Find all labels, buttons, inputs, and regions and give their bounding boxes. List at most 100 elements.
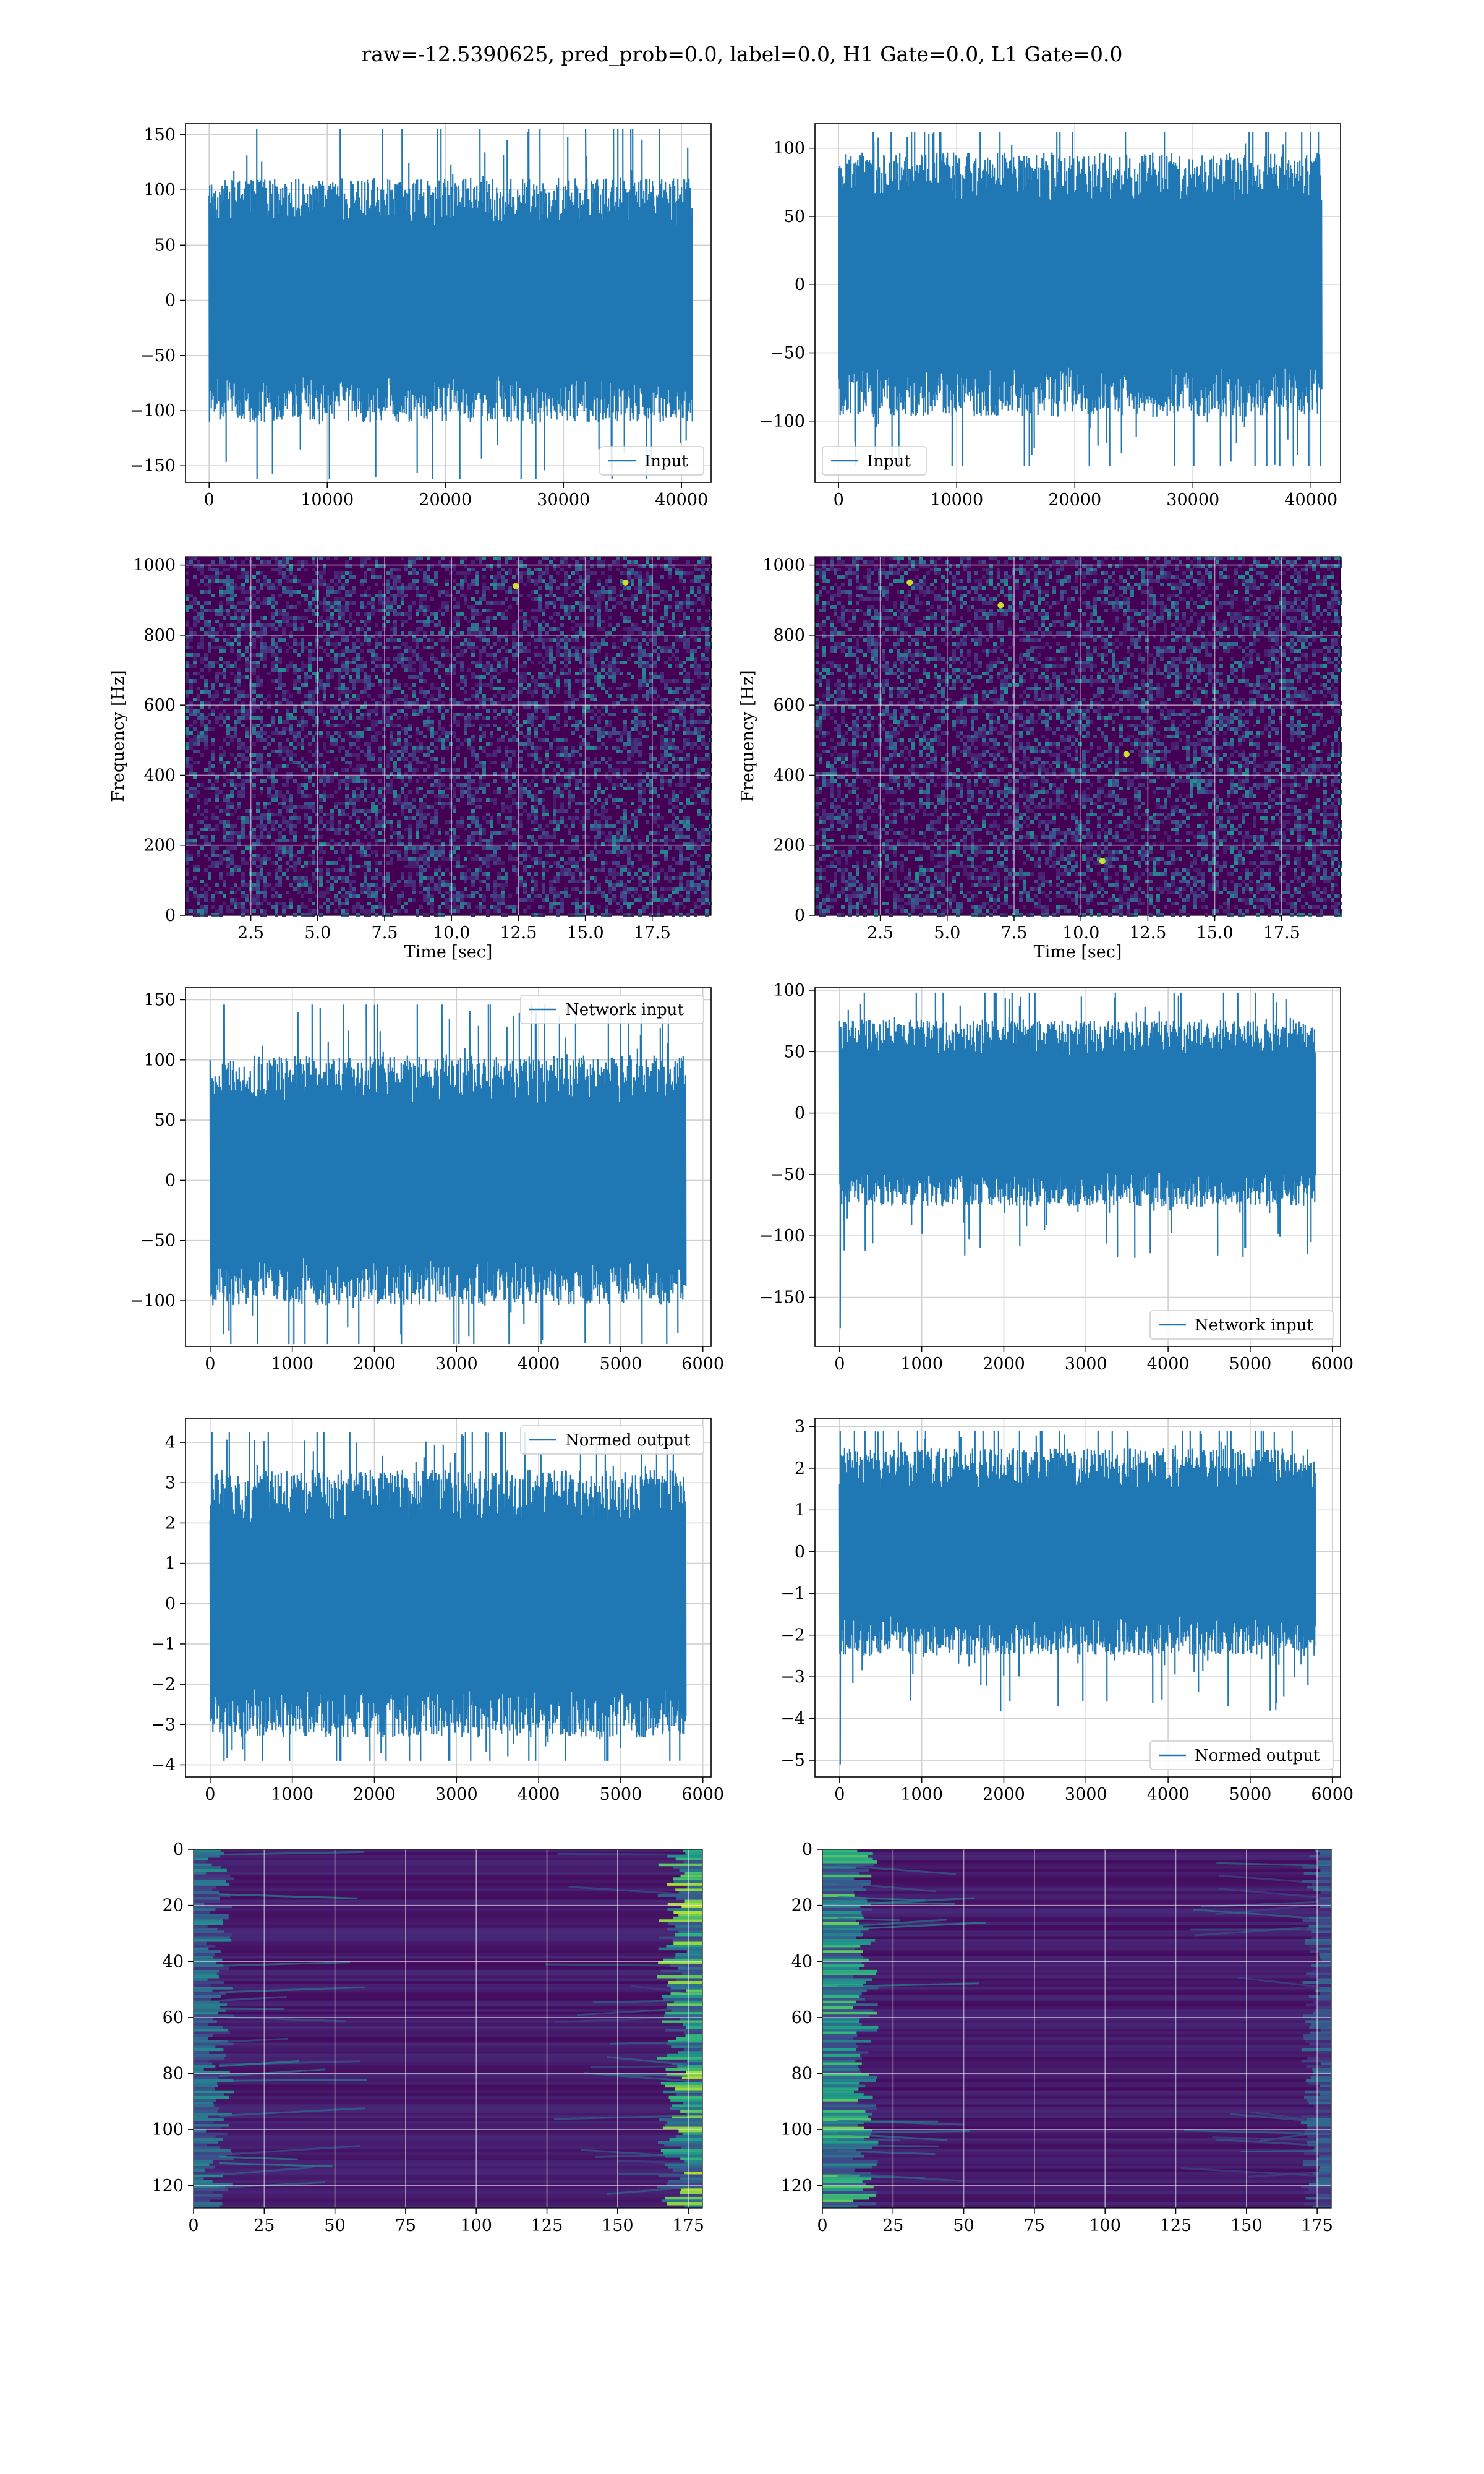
y-tick-label: 50	[784, 207, 805, 226]
y-tick-label: 0	[795, 906, 805, 925]
x-tick-label: 2.5	[867, 923, 893, 943]
x-tick-label: 0	[834, 1785, 845, 1804]
y-tick-label: 600	[773, 696, 805, 715]
y-tick-label: −2	[151, 1675, 176, 1694]
axes-frame	[185, 123, 712, 483]
x-tick-label: 12.5	[1129, 923, 1166, 943]
x-tick-label: 40000	[1284, 490, 1337, 510]
y-tick-label: −4	[151, 1755, 176, 1774]
y-tick-label: 50	[155, 1111, 176, 1130]
x-tick-label: 25	[882, 2216, 903, 2235]
x-tick-label: 100	[1089, 2216, 1121, 2235]
y-tick-label: −100	[130, 1291, 176, 1311]
x-tick-label: 0	[205, 1785, 215, 1804]
y-tick-label: 600	[143, 696, 176, 715]
x-tick-label: 1000	[271, 1355, 313, 1374]
y-tick-label: −50	[140, 1231, 176, 1251]
y-tick-label: 2	[165, 1513, 176, 1533]
x-tick-label: 4000	[1147, 1785, 1190, 1804]
y-tick-label: 20	[163, 1896, 184, 1915]
x-tick-label: 3000	[435, 1355, 478, 1374]
x-tick-label: 0	[188, 2216, 198, 2235]
legend-box	[1149, 1740, 1334, 1770]
x-tick-label: 17.5	[634, 923, 671, 943]
figure-title: raw=-12.5390625, pred_prob=0.0, label=0.…	[361, 42, 1123, 66]
legend-label: Network input	[565, 1001, 684, 1019]
x-tick-label: 3000	[1065, 1355, 1107, 1374]
x-tick-label: 10.0	[1062, 923, 1099, 943]
x-tick-label: 50	[324, 2216, 345, 2235]
subplot-normed-output-h1: 0 1000 2000 3000 4000 5000 6000 −4 −3 −2 −1 0 1 2 3 4 No…	[151, 1418, 724, 1804]
legend-box	[822, 446, 927, 476]
y-tick-label: −150	[130, 456, 176, 476]
series-line-input-l1	[838, 132, 1323, 466]
axes-frame	[185, 556, 712, 916]
x-tick-label: 75	[1024, 2216, 1045, 2235]
y-tick-label: −50	[140, 346, 176, 366]
heatmap-embedding-l1	[822, 1849, 1331, 2209]
x-tick-label: 0	[204, 490, 215, 510]
x-tick-label: 100	[460, 2216, 492, 2235]
y-tick-label: −3	[151, 1715, 176, 1734]
y-tick-label: 150	[143, 126, 176, 145]
y-tick-label: 0	[165, 1171, 176, 1190]
y-tick-label: 100	[780, 2120, 812, 2139]
x-tick-label: 30000	[1166, 490, 1219, 510]
y-tick-label: 40	[791, 1952, 812, 1971]
y-axis-label: Frequency [Hz]	[109, 670, 128, 802]
y-tick-label: 400	[773, 766, 805, 785]
legend-box	[520, 995, 704, 1024]
x-tick-label: 4000	[518, 1785, 560, 1804]
subplot-normed-output-l1: 0 1000 2000 3000 4000 5000 6000 −5 −4 −3 −2 −1 0 1 2 3 N…	[780, 1417, 1354, 1804]
y-tick-label: 100	[143, 1051, 176, 1070]
bright-spot	[622, 579, 629, 586]
series-line-normed-output-l1	[838, 1431, 1316, 1765]
subplot-input-h1: 0 10000 20000 30000 40000 −150 −100 −50 0 50 100 15…	[130, 123, 712, 510]
x-tick-label: 1000	[900, 1355, 943, 1374]
y-tick-label: −50	[770, 343, 805, 362]
y-tick-label: −5	[780, 1751, 805, 1770]
y-tick-label: 800	[773, 626, 805, 645]
y-tick-label: 100	[151, 2120, 184, 2139]
legend-label: Input	[867, 452, 911, 471]
y-tick-label: 100	[773, 981, 805, 1000]
x-tick-label: 15.0	[1196, 923, 1234, 943]
y-tick-label: −1	[151, 1635, 176, 1654]
x-tick-label: 1000	[900, 1785, 943, 1804]
x-tick-label: 2000	[983, 1355, 1025, 1374]
series-line-normed-output-h1	[209, 1432, 687, 1761]
y-axis-label: Frequency [Hz]	[738, 670, 757, 802]
x-tick-label: 0	[817, 2216, 827, 2235]
subplot-spectrogram-l1: 2.5 5.0 7.5 10.0 12.5 15.0 17.5 0 200 400 600 800 10…	[738, 556, 1342, 962]
x-tick-label: 40000	[655, 490, 708, 510]
x-tick-label: 125	[531, 2216, 563, 2235]
bright-spot	[1123, 751, 1130, 758]
axes-frame	[814, 556, 1341, 916]
y-tick-label: 0	[165, 906, 176, 925]
x-tick-label: 25	[254, 2216, 275, 2235]
subplot-input-l1: 0 10000 20000 30000 40000 −100 −50 0 50 100 Input	[759, 123, 1341, 510]
x-tick-label: 0	[834, 490, 844, 510]
x-tick-label: 75	[395, 2216, 416, 2235]
subplot-network-input-h1: 0 1000 2000 3000 4000 5000 6000 −100 −50 0 50 100 15…	[130, 987, 724, 1374]
axes-frame	[185, 1418, 712, 1778]
x-tick-label: 5.0	[934, 923, 960, 943]
heatmap-spectrogram-l1	[815, 557, 1342, 917]
x-tick-label: 175	[672, 2216, 704, 2235]
y-tick-label: −100	[759, 1226, 805, 1246]
y-tick-label: −4	[780, 1710, 805, 1729]
y-tick-label: 120	[780, 2177, 812, 2196]
y-tick-label: −3	[780, 1667, 805, 1687]
x-tick-label: 6000	[681, 1785, 724, 1804]
x-tick-label: 5000	[1229, 1785, 1272, 1804]
subplot-spectrogram-h1: 2.5 5.0 7.5 10.0 12.5 15.0 17.5 0 200 400 600 800 10…	[109, 556, 712, 962]
y-tick-label: −150	[759, 1288, 805, 1308]
axes-frame	[814, 987, 1341, 1347]
x-tick-label: 10.0	[433, 923, 470, 943]
legend-box	[520, 1425, 704, 1455]
subplot-embedding-h1: 0 25 50 75 100 125 150 175 0 20 40 60 80 100 120	[151, 1840, 704, 2235]
x-tick-label: 0	[834, 1355, 845, 1374]
axes-frame	[185, 987, 712, 1347]
x-tick-label: 15.0	[567, 923, 604, 943]
legend-normed-output-l1: Normed output	[1149, 1740, 1334, 1770]
